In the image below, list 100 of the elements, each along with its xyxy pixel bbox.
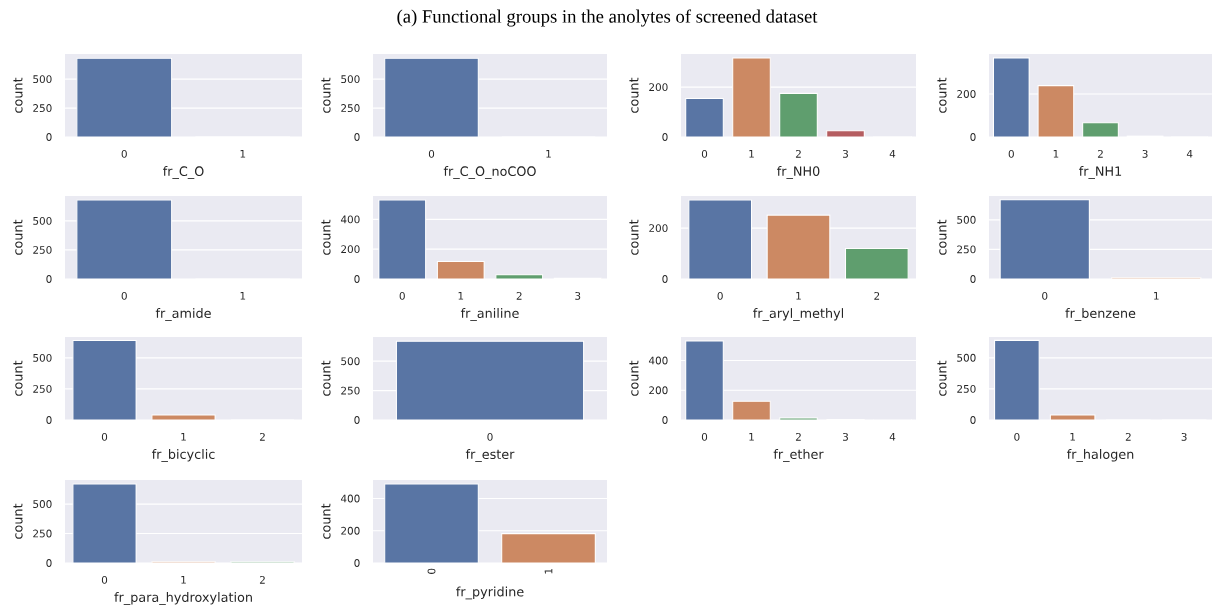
y-tick-label: 500 [33, 75, 52, 84]
x-tick-label: 3 [842, 432, 848, 441]
x-tick-label: 1 [240, 291, 246, 300]
y-axis-title: count [937, 219, 947, 255]
x-axis-title: fr_NH1 [1079, 166, 1122, 179]
y-tick-label: 500 [33, 500, 52, 508]
y-tick-label: 0 [354, 416, 360, 424]
x-tick-label: 2 [259, 575, 265, 584]
x-axis-title: fr_ether [773, 449, 824, 462]
x-tick-label: 1 [240, 149, 246, 158]
y-axis-title: count [321, 360, 331, 396]
y-tick-label: 200 [341, 526, 360, 535]
y-tick-label: 200 [649, 83, 668, 92]
y-tick-label: 0 [970, 275, 976, 283]
x-axis-title: fr_C_O_noCOO [443, 166, 536, 179]
x-tick-label: 0 [487, 432, 493, 441]
y-axis-title: count [629, 77, 639, 113]
x-tick-label: 0 [101, 575, 108, 584]
y-tick-label: 500 [341, 357, 360, 366]
y-tick-label: 200 [649, 386, 668, 395]
x-tick-label: 2 [259, 432, 265, 441]
x-axis-title: fr_aryl_methyl [753, 308, 844, 321]
y-tick-label: 0 [970, 133, 976, 141]
x-tick-label: 0 [121, 149, 127, 158]
y-axis-title: count [937, 360, 947, 396]
x-tick-label: 2 [1125, 432, 1131, 441]
x-tick-label: 0 [399, 291, 405, 300]
x-tick-label: 2 [795, 149, 801, 158]
y-tick-label: 500 [33, 216, 52, 225]
x-tick-label: 1 [749, 149, 754, 158]
x-tick-label: 3 [575, 291, 581, 300]
y-tick-label: 0 [662, 416, 668, 424]
x-tick-label: 1 [181, 575, 186, 584]
y-tick-label: 250 [33, 246, 52, 254]
x-tick-label: 4 [1186, 149, 1193, 158]
y-tick-label: 250 [33, 385, 52, 393]
y-tick-label: 0 [662, 275, 668, 283]
x-tick-label: 0 [701, 432, 708, 441]
y-tick-label: 0 [354, 559, 360, 567]
x-tick-label: 1 [546, 149, 551, 158]
x-tick-label: 3 [842, 149, 848, 158]
y-tick-label: 0 [354, 133, 360, 141]
y-tick-label: 0 [46, 559, 52, 567]
x-tick-label: 1 [796, 291, 801, 300]
y-tick-label: 400 [340, 215, 360, 224]
y-tick-label: 400 [648, 356, 668, 365]
x-axis-title: fr_halogen [1066, 449, 1134, 462]
x-tick-label: 2 [516, 291, 522, 300]
x-tick-label: 0 [428, 149, 435, 158]
y-tick-label: 500 [957, 353, 976, 362]
x-tick-label: 2 [795, 432, 801, 441]
y-tick-label: 0 [970, 416, 976, 424]
y-axis-title: count [13, 503, 23, 539]
x-tick-label: 0 [701, 149, 708, 158]
x-tick-label: 2 [874, 291, 880, 300]
x-tick-label: 1 [1070, 432, 1075, 441]
x-tick-label: 1 [458, 291, 464, 300]
y-tick-label: 500 [341, 75, 360, 84]
x-axis-title: fr_benzene [1065, 308, 1136, 321]
y-tick-label: 200 [957, 90, 976, 98]
x-tick-label: 0 [1008, 149, 1014, 158]
y-axis-title: count [321, 77, 331, 113]
y-tick-label: 250 [957, 384, 976, 393]
y-axis-title: count [629, 219, 639, 255]
x-tick-label: 1 [181, 432, 186, 441]
x-axis-title: fr_para_hydroxylation [114, 592, 252, 605]
y-tick-label: 250 [341, 386, 360, 395]
x-axis-title: fr_NH0 [777, 166, 820, 179]
x-tick-label: 4 [889, 432, 896, 441]
y-tick-label: 250 [33, 104, 52, 112]
x-tick-label: 4 [889, 149, 896, 158]
y-axis-title: count [937, 77, 947, 113]
y-tick-label: 0 [46, 133, 52, 141]
x-tick-label: 1 [1053, 149, 1059, 158]
y-axis-title: count [13, 360, 23, 396]
x-axis-title: fr_aniline [460, 308, 519, 321]
y-tick-label: 250 [957, 245, 976, 254]
x-axis-title: fr_bicyclic [151, 449, 215, 462]
x-tick-label: 0 [717, 291, 723, 300]
x-tick-label: 1 [544, 568, 553, 574]
y-axis-title: count [13, 77, 23, 113]
x-tick-label: 1 [1154, 291, 1159, 300]
x-axis-title: fr_C_O [163, 166, 204, 179]
x-axis-title: fr_ester [465, 449, 515, 462]
x-tick-label: 2 [1097, 149, 1103, 158]
y-tick-label: 250 [33, 529, 52, 538]
y-axis-title: count [629, 360, 639, 396]
y-tick-label: 200 [341, 245, 360, 254]
y-tick-label: 0 [46, 275, 52, 283]
chart-title: (a) Functional groups in the anolytes of screened dataset [397, 9, 818, 27]
y-tick-label: 0 [662, 133, 668, 141]
y-tick-label: 250 [341, 104, 360, 112]
y-tick-label: 500 [33, 353, 52, 362]
x-tick-label: 0 [101, 432, 108, 441]
y-tick-label: 500 [957, 215, 976, 224]
y-tick-label: 0 [46, 416, 52, 424]
x-axis-title: fr_amide [155, 308, 211, 321]
x-tick-label: 0 [121, 291, 127, 300]
x-tick-label: 3 [1142, 149, 1148, 158]
y-axis-title: count [321, 503, 331, 539]
